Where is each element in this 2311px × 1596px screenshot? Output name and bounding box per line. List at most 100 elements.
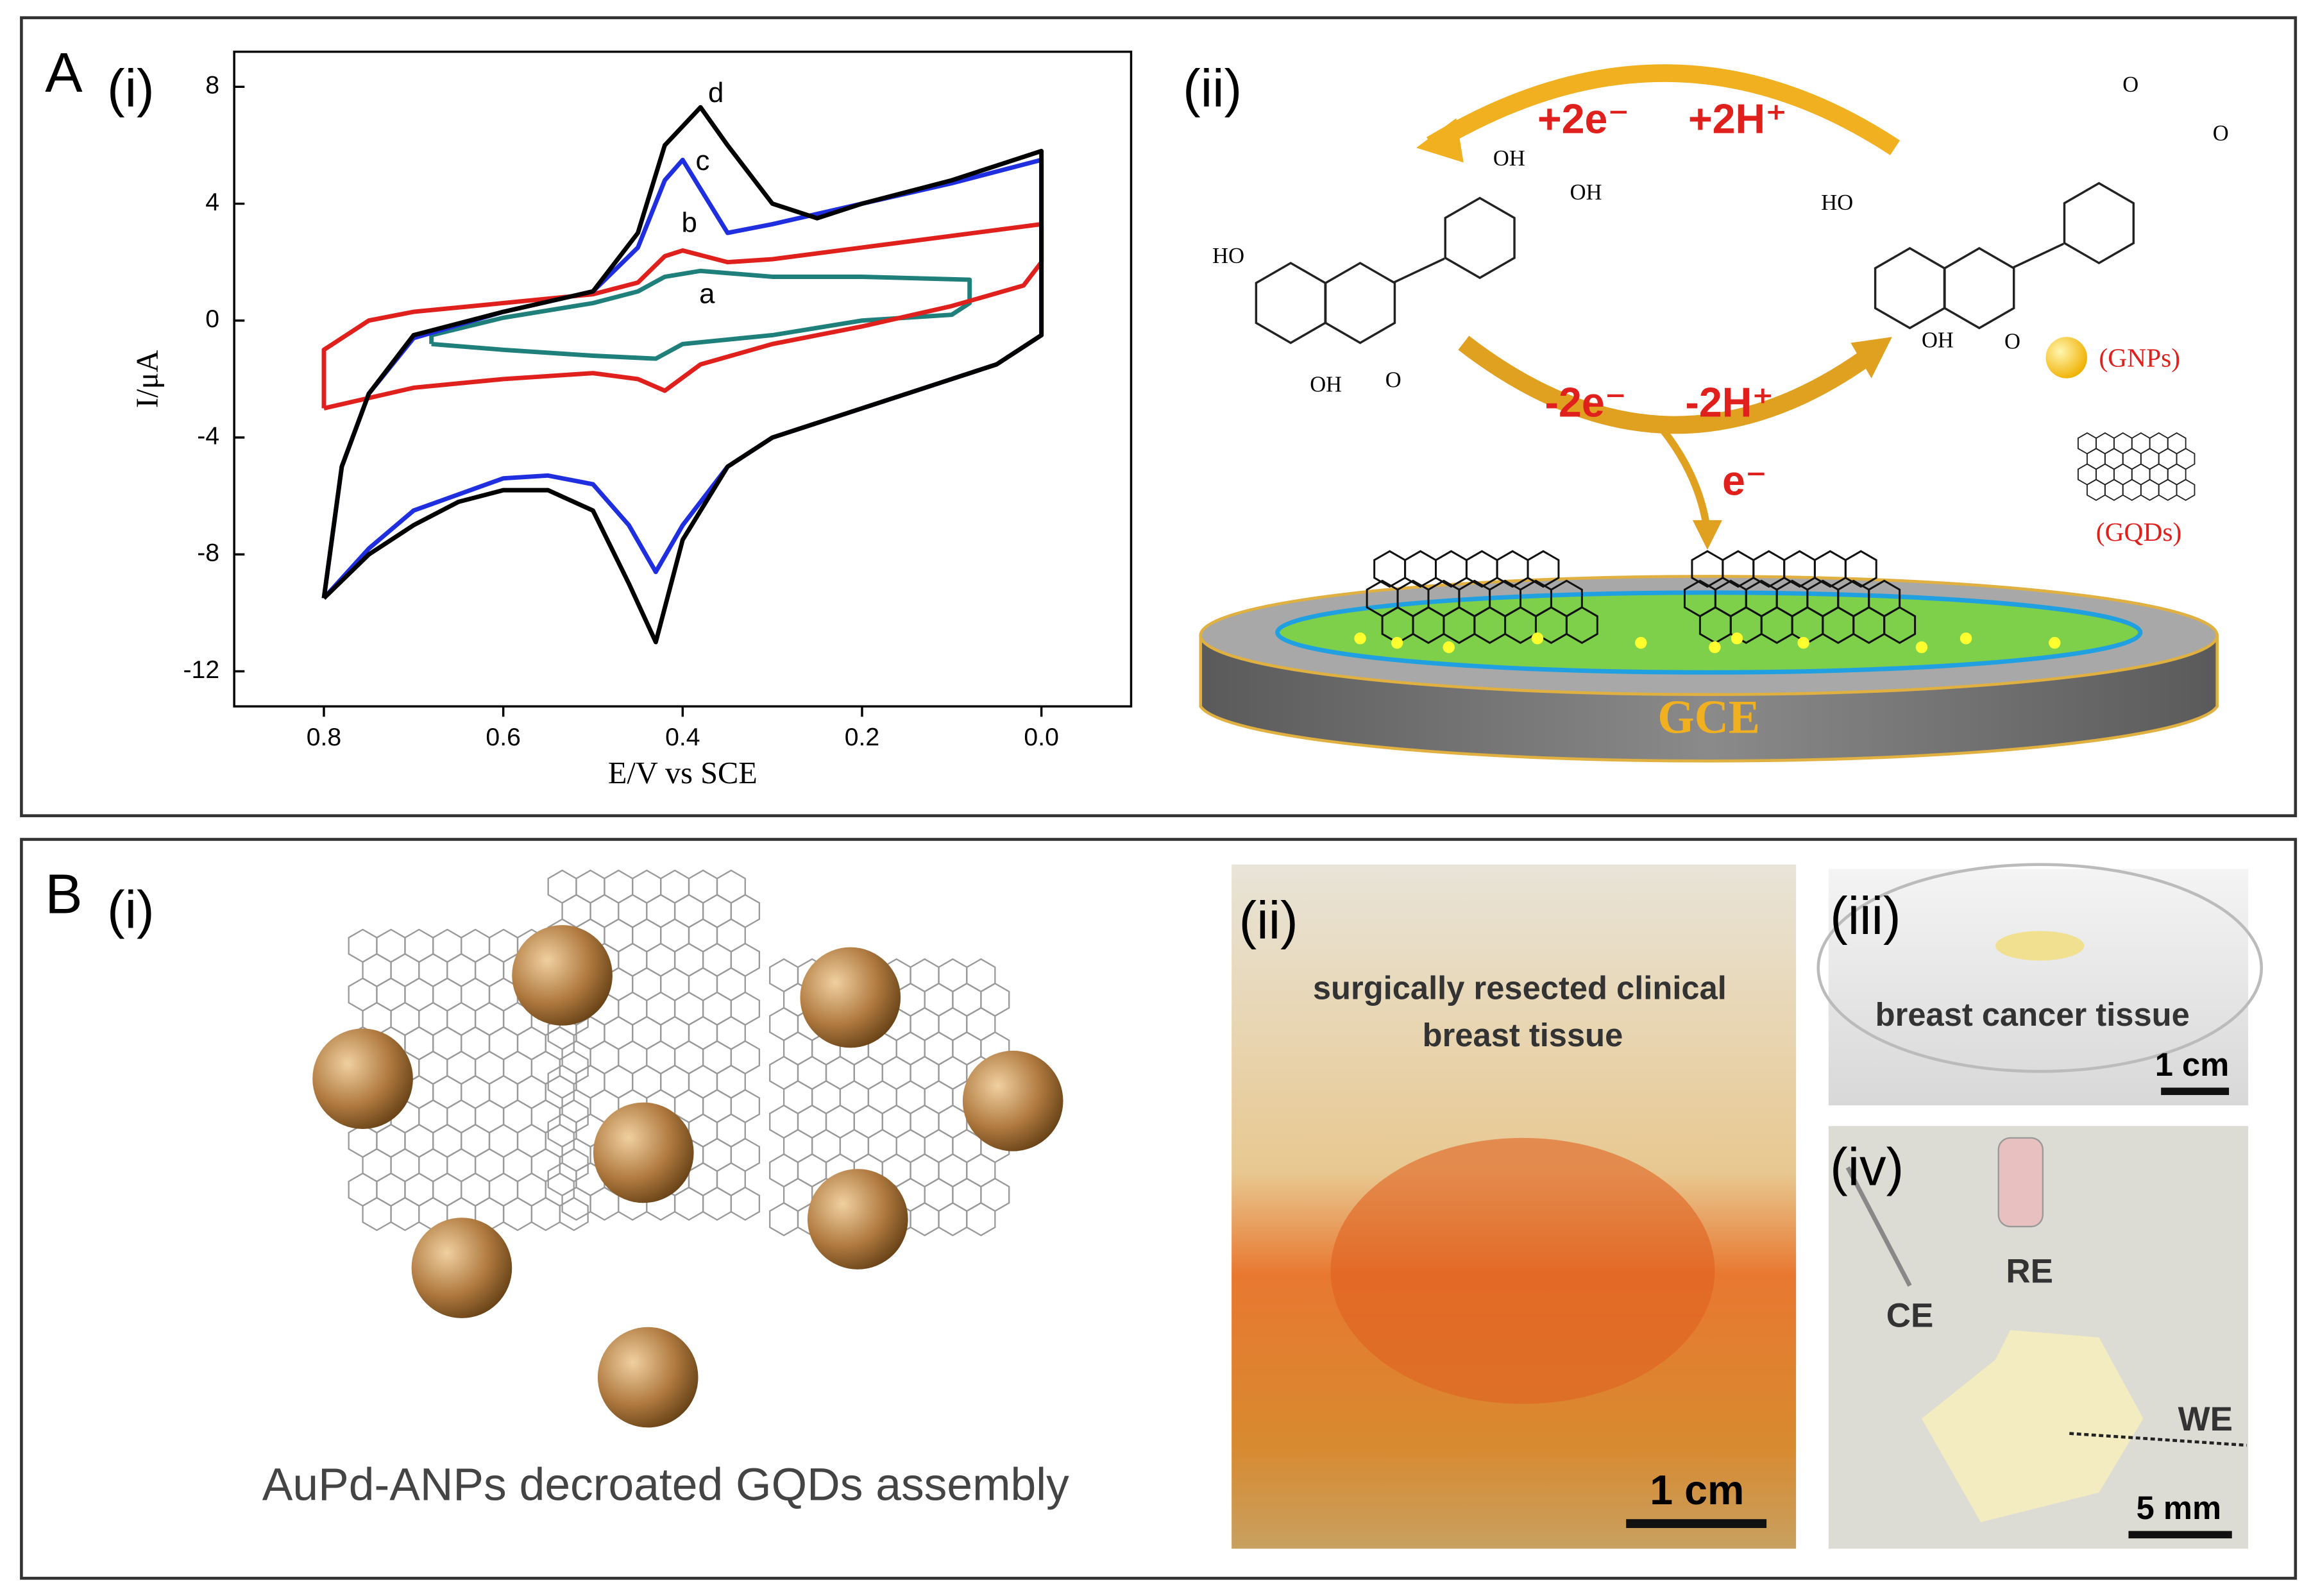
- nanoparticle: [807, 1169, 908, 1269]
- nanoparticle: [512, 925, 613, 1026]
- arrow-head: [1692, 520, 1722, 550]
- x-tick-label: 0.8: [307, 724, 341, 751]
- reaction-arrow: [1458, 335, 1880, 434]
- x-tick-label: 0.6: [486, 724, 520, 751]
- arrow-head: [1416, 118, 1464, 163]
- curve-label: b: [682, 207, 697, 239]
- legend-label: (GQDs): [2096, 517, 2182, 547]
- ring: [769, 1201, 799, 1237]
- y-tick-label: -8: [197, 539, 219, 567]
- scale-bar: [2161, 1087, 2230, 1096]
- nanoparticle: [597, 1327, 698, 1428]
- gnp: [1960, 632, 1972, 645]
- atom-label: O: [2213, 121, 2229, 146]
- tissue-sample: [1921, 1330, 2144, 1522]
- electron-arrow: [1652, 418, 1711, 533]
- scale-label: 5 mm: [2137, 1490, 2221, 1526]
- ring: [1883, 606, 1917, 644]
- ring: [702, 1186, 732, 1221]
- bond: [2013, 242, 2064, 269]
- electrode-label: WE: [2178, 1400, 2233, 1438]
- electrode-film: [1275, 590, 2143, 675]
- ring: [1324, 262, 1396, 344]
- nanoparticle: [800, 947, 901, 1048]
- ring: [1943, 247, 2015, 330]
- reaction-arrow: [1426, 64, 1900, 155]
- gnp: [1443, 641, 1455, 654]
- panel-letter: B: [45, 863, 82, 926]
- atom-label: O: [1385, 368, 1401, 393]
- ring: [1844, 550, 1877, 588]
- panel-a-frame: [20, 16, 2298, 817]
- y-tick-label: 0: [205, 305, 219, 333]
- photo: [1828, 869, 2249, 1106]
- ring: [1527, 550, 1560, 588]
- reaction-label: e⁻: [1722, 458, 1767, 504]
- reaction-label: -2e⁻: [1545, 380, 1627, 426]
- ring: [559, 1196, 589, 1232]
- curve-label: a: [699, 278, 715, 309]
- tissue-sample: [1330, 1137, 1715, 1404]
- photo-caption: surgically resected clinical: [1313, 969, 1727, 1006]
- petri-dish: [1816, 863, 2264, 1073]
- ring: [2087, 479, 2106, 501]
- legend-label: (GNPs): [2099, 343, 2180, 373]
- y-axis-label: I/μA: [130, 350, 164, 408]
- gnp: [2049, 636, 2061, 649]
- photo-caption: breast cancer tissue: [1875, 996, 2190, 1033]
- cv-curve: [321, 222, 1044, 411]
- ring: [910, 1201, 940, 1237]
- ring: [938, 1201, 968, 1237]
- panel-sub-label: (iv): [1830, 1137, 1904, 1197]
- panel-sub-label: (i): [107, 880, 155, 940]
- ring: [390, 1196, 420, 1232]
- electrode-label: CE: [1886, 1297, 1934, 1335]
- atom-label: HO: [1212, 244, 1244, 268]
- cv-curve: [429, 268, 972, 361]
- ring: [730, 1186, 761, 1221]
- nanoparticle: [962, 1050, 1063, 1151]
- panel-sub-label: (iii): [1830, 886, 1901, 946]
- ring: [1435, 550, 1468, 588]
- gnp: [1731, 632, 1743, 645]
- gnp: [1354, 632, 1366, 645]
- gnp: [1915, 641, 1928, 654]
- arrow-head: [1850, 337, 1892, 378]
- ring: [1373, 550, 1407, 588]
- curve-label: d: [708, 77, 724, 108]
- atom-label: HO: [1821, 191, 1853, 215]
- y-tick-label: 4: [205, 189, 219, 216]
- photo-caption: breast tissue: [1423, 1017, 1623, 1053]
- scale-bar: [2128, 1531, 2232, 1539]
- ring: [1874, 247, 1946, 330]
- reaction-label: -2H⁺: [1685, 380, 1773, 426]
- tissue-sample: [1995, 931, 2085, 961]
- ring: [1255, 262, 1326, 344]
- atom-label: OH: [1570, 180, 1602, 205]
- ring: [1404, 550, 1437, 588]
- scale-label: 1 cm: [2155, 1046, 2230, 1083]
- ring: [1565, 606, 1598, 644]
- ring: [2140, 479, 2160, 501]
- working-electrode: [2069, 1432, 2247, 1447]
- atom-label: OH: [1310, 372, 1342, 396]
- ring: [362, 1196, 392, 1232]
- gnp: [1635, 636, 1647, 649]
- panel-sub-label: (ii): [1239, 890, 1298, 950]
- panel-letter: A: [45, 41, 83, 104]
- panel-b-frame: [20, 838, 2298, 1580]
- atom-label: OH: [1922, 328, 1954, 352]
- ring: [561, 1186, 591, 1221]
- x-axis-label: E/V vs SCE: [608, 756, 758, 790]
- ring: [530, 1196, 561, 1232]
- nanoparticle: [411, 1218, 512, 1318]
- reference-electrode: [1997, 1137, 2044, 1228]
- ring: [2104, 479, 2124, 501]
- ring: [502, 1196, 533, 1232]
- y-tick-label: -12: [183, 656, 220, 684]
- nanoparticle: [312, 1028, 413, 1130]
- gnp: [1531, 632, 1544, 645]
- x-tick-label: 0.4: [665, 724, 700, 751]
